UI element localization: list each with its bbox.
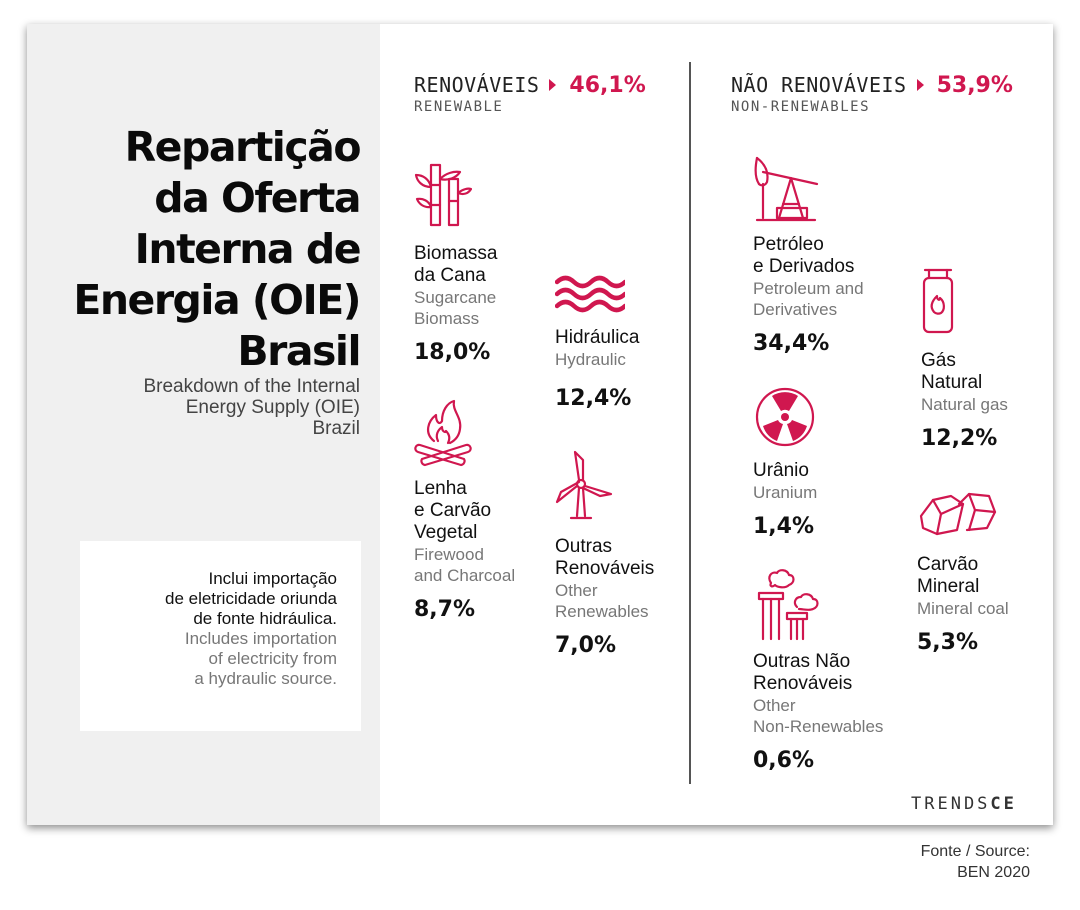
water-waves-icon bbox=[555, 275, 625, 313]
nonrenewable-label: NÃO RENOVÁVEIS bbox=[731, 73, 907, 97]
item-label-pt: Outras Não Renováveis bbox=[753, 651, 853, 694]
title-panel: Repartição da Oferta Interna de Energia … bbox=[27, 24, 380, 825]
renewable-percent: 46,1% bbox=[569, 72, 646, 98]
source-note: Fonte / Source: BEN 2020 bbox=[921, 841, 1030, 883]
item-label-en: Uranium bbox=[753, 483, 818, 502]
item-other-nonrenewables: Outras Não Renováveis Other Non-Renewabl… bbox=[753, 567, 883, 773]
main-title: Repartição da Oferta Interna de Energia … bbox=[30, 122, 362, 377]
note-en: Includes importation of electricity from… bbox=[80, 629, 337, 689]
item-label-en: Petroleum and Derivatives bbox=[753, 279, 864, 319]
item-value: 12,4% bbox=[555, 386, 632, 411]
item-value: 0,6% bbox=[753, 748, 815, 773]
item-value: 8,7% bbox=[414, 597, 476, 622]
arrow-right-icon bbox=[549, 79, 557, 91]
brand-bold: CE bbox=[990, 794, 1017, 814]
nonrenewable-header: NÃO RENOVÁVEIS 53,9% NON-RENEWABLES bbox=[731, 72, 1013, 116]
item-label-pt: Petróleo e Derivados bbox=[753, 234, 855, 277]
subtitle-line: Energy Supply (OIE) bbox=[185, 397, 360, 418]
note-line: of electricity from bbox=[208, 649, 337, 668]
note-box: Inclui importação de eletricidade oriund… bbox=[80, 541, 361, 731]
item-label-en: Hydraulic bbox=[555, 350, 626, 369]
title-line: Repartição bbox=[124, 123, 362, 171]
renewable-label-en: RENEWABLE bbox=[414, 99, 504, 115]
renewable-label: RENOVÁVEIS bbox=[414, 73, 540, 97]
item-label-pt: Carvão Mineral bbox=[917, 554, 980, 597]
wind-turbine-icon bbox=[555, 450, 613, 520]
nonrenewable-label-en: NON-RENEWABLES bbox=[731, 99, 871, 115]
item-mineral-coal: Carvão Mineral Mineral coal 5,3% bbox=[917, 490, 1009, 655]
item-label-en: Firewood and Charcoal bbox=[414, 545, 516, 585]
item-hydraulic: Hidráulica Hydraulic 12,4% bbox=[555, 272, 639, 411]
item-sugarcane: Biomassa da Cana Sugarcane Biomass 18,0% bbox=[414, 157, 497, 365]
section-divider bbox=[689, 62, 691, 784]
item-value: 5,3% bbox=[917, 630, 979, 655]
item-value: 18,0% bbox=[414, 340, 491, 365]
item-petroleum: Petróleo e Derivados Petroleum and Deriv… bbox=[753, 154, 864, 356]
infographic-card: Repartição da Oferta Interna de Energia … bbox=[27, 24, 1053, 825]
item-label-pt: Biomassa da Cana bbox=[414, 243, 498, 286]
note-line: a hydraulic source. bbox=[194, 669, 337, 688]
renewable-header: RENOVÁVEIS 46,1% RENEWABLE bbox=[414, 72, 646, 116]
title-line: Energia (OIE) bbox=[73, 276, 361, 324]
sugarcane-icon bbox=[414, 163, 472, 227]
coal-icon bbox=[919, 492, 997, 536]
note-line: de eletricidade oriunda bbox=[164, 589, 337, 608]
note-line: Includes importation bbox=[184, 629, 337, 648]
item-label-pt: Urânio bbox=[753, 460, 809, 481]
item-other-renewables: Outras Renováveis Other Renewables 7,0% bbox=[555, 450, 654, 658]
subtitle: Breakdown of the Internal Energy Supply … bbox=[30, 376, 360, 439]
source-line: BEN 2020 bbox=[957, 864, 1030, 881]
radiation-icon bbox=[755, 387, 815, 447]
item-value: 1,4% bbox=[753, 514, 815, 539]
source-line: Fonte / Source: bbox=[920, 843, 1030, 860]
item-natural-gas: Gás Natural Natural gas 12,2% bbox=[921, 268, 1008, 451]
campfire-icon bbox=[414, 399, 472, 467]
subtitle-line: Breakdown of the Internal bbox=[143, 376, 360, 397]
item-label-pt: Hidráulica bbox=[555, 327, 640, 348]
brand-light: TRENDS bbox=[911, 794, 991, 814]
nonrenewable-percent: 53,9% bbox=[936, 72, 1013, 98]
note-pt: Inclui importação de eletricidade oriund… bbox=[80, 569, 337, 629]
gas-cylinder-icon bbox=[922, 268, 954, 334]
item-firewood: Lenha e Carvão Vegetal Firewood and Char… bbox=[414, 397, 515, 622]
note-line: de fonte hidráulica. bbox=[193, 609, 337, 628]
item-value: 7,0% bbox=[555, 633, 617, 658]
title-line: Brasil bbox=[237, 327, 361, 375]
item-label-pt: Lenha e Carvão Vegetal bbox=[414, 478, 492, 543]
oil-pump-icon bbox=[754, 156, 819, 222]
item-label-en: Sugarcane Biomass bbox=[414, 288, 497, 328]
factory-chimneys-icon bbox=[757, 569, 819, 641]
item-label-en: Other Non-Renewables bbox=[753, 696, 884, 736]
item-uranium: Urânio Uranium 1,4% bbox=[753, 386, 817, 539]
item-label-pt: Gás Natural bbox=[921, 350, 983, 393]
title-line: da Oferta bbox=[154, 174, 361, 222]
title-line: Interna de bbox=[134, 225, 362, 273]
note-line: Inclui importação bbox=[208, 569, 337, 588]
brand-logo: TRENDSCE bbox=[911, 794, 1017, 814]
arrow-right-icon bbox=[916, 79, 924, 91]
item-label-pt: Outras Renováveis bbox=[555, 536, 655, 579]
item-value: 34,4% bbox=[753, 331, 830, 356]
subtitle-line: Brazil bbox=[312, 418, 360, 439]
item-label-en: Other Renewables bbox=[555, 581, 649, 621]
item-value: 12,2% bbox=[921, 426, 998, 451]
item-label-en: Natural gas bbox=[921, 395, 1008, 414]
item-label-en: Mineral coal bbox=[917, 599, 1009, 618]
